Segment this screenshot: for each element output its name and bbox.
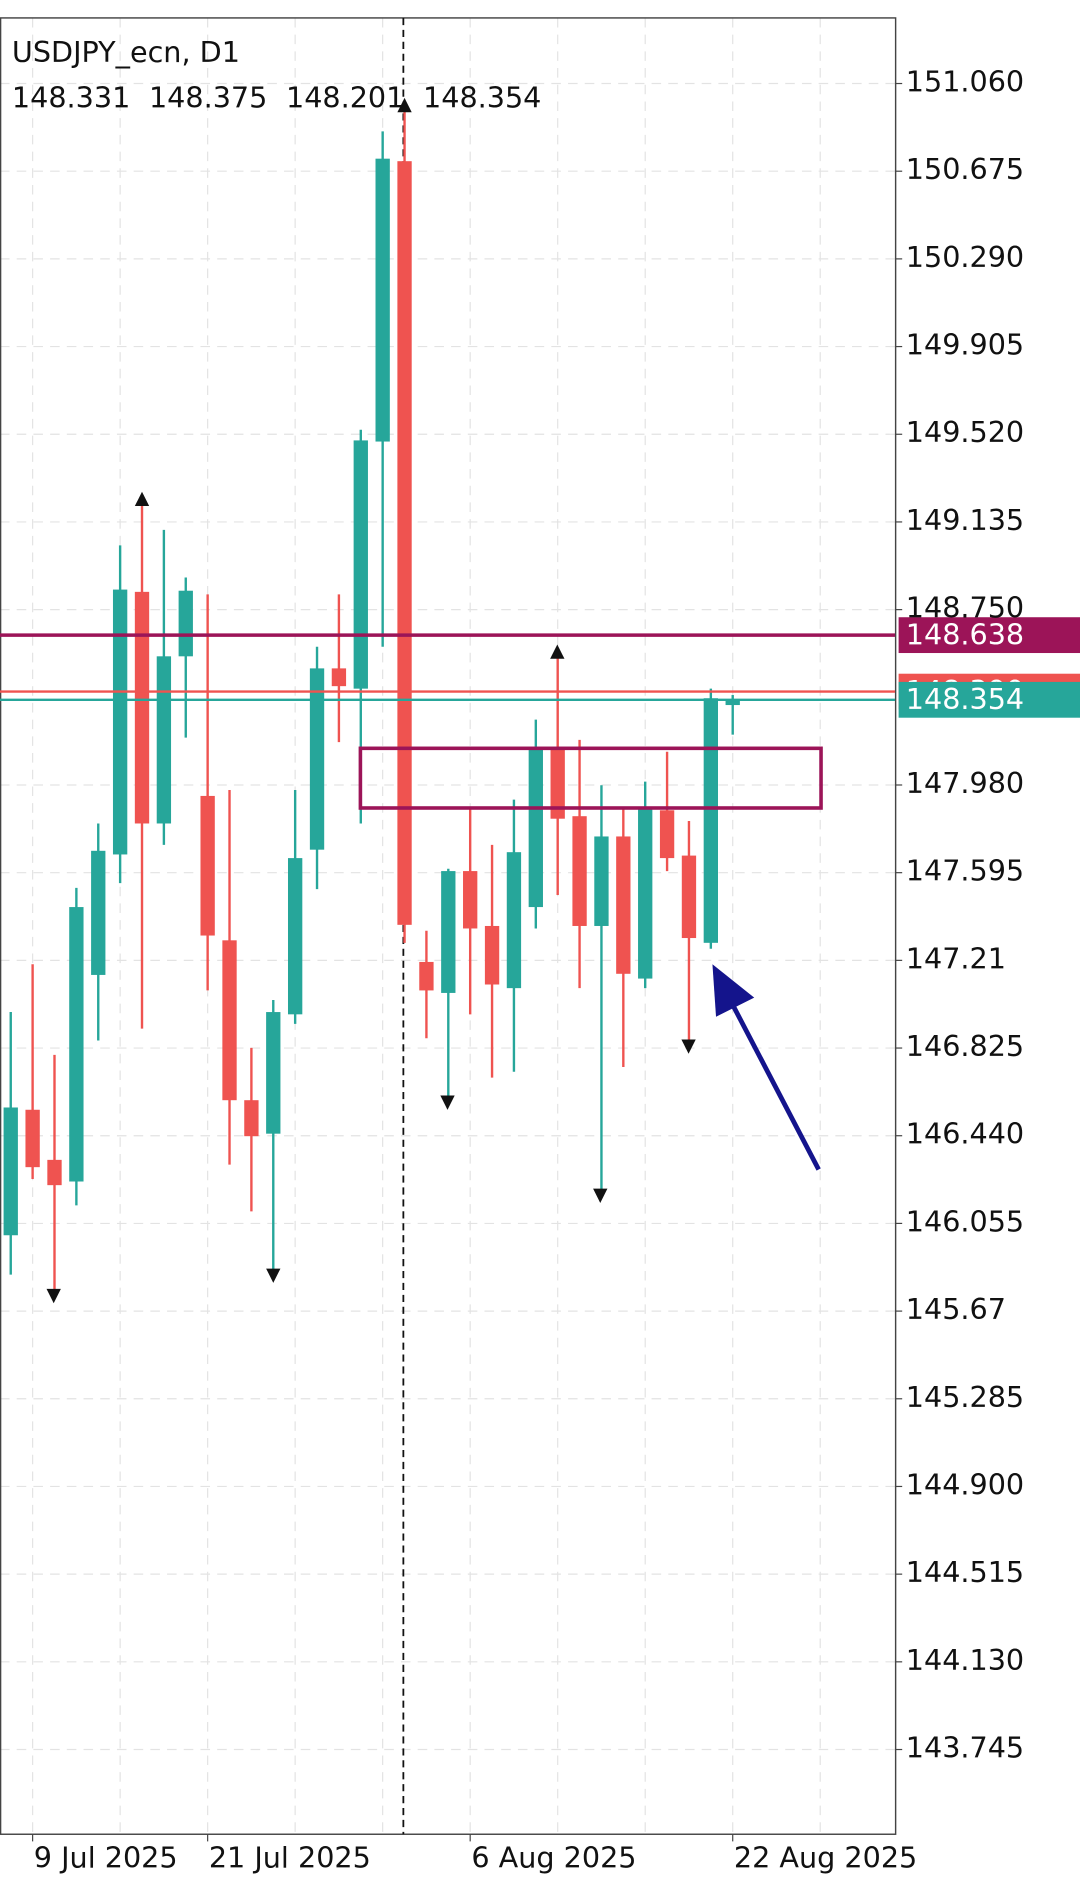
candle-body xyxy=(616,836,631,974)
fractal-up xyxy=(550,644,565,659)
candle-body xyxy=(375,158,390,442)
y-tick-label: 143.745 xyxy=(906,1731,1024,1765)
y-tick-label: 150.675 xyxy=(906,152,1024,186)
ohlc-header: 148.331 148.375 148.201 148.354 xyxy=(12,80,541,114)
price-label: 148.638 xyxy=(906,617,1024,651)
candle-body xyxy=(156,656,172,824)
candle-body xyxy=(681,855,697,939)
candle-body xyxy=(638,809,653,979)
y-tick-label: 144.900 xyxy=(906,1467,1024,1501)
price-label-box xyxy=(898,681,1080,718)
candle-body xyxy=(484,925,500,985)
y-tick-label: 150.290 xyxy=(906,240,1024,274)
y-tick-label: 147.595 xyxy=(906,854,1024,888)
candle-body xyxy=(69,907,84,1182)
y-tick-label: 148.750 xyxy=(906,591,1024,625)
candle-body xyxy=(463,871,478,929)
fractal-down xyxy=(440,1095,455,1110)
candle-body xyxy=(112,589,128,855)
candle-body xyxy=(506,852,522,989)
candle-body xyxy=(134,591,150,824)
candle-body xyxy=(725,699,740,706)
ohlc-low: 148.201 xyxy=(286,80,404,114)
ohlc-close: 148.354 xyxy=(423,80,541,114)
ohlc-open: 148.331 xyxy=(12,80,130,114)
fractals xyxy=(46,97,696,1304)
x-tick-label: 6 Aug 2025 xyxy=(471,1840,636,1874)
price-label-box xyxy=(898,617,1080,654)
fractal-down xyxy=(266,1268,281,1283)
x-tick-label: 22 Aug 2025 xyxy=(734,1840,917,1874)
candle-body xyxy=(550,749,565,819)
y-tick-label: 144.515 xyxy=(906,1555,1024,1589)
x-tick-label: 21 Jul 2025 xyxy=(209,1840,371,1874)
candle-body xyxy=(3,1107,18,1236)
y-tick-label: 149.520 xyxy=(906,415,1024,449)
candle-body xyxy=(287,858,303,1015)
arrow-head xyxy=(712,964,755,1017)
plot-frame xyxy=(0,17,897,1835)
y-tick-label: 149.905 xyxy=(906,328,1024,362)
candle-body xyxy=(331,668,347,687)
candle-body xyxy=(244,1100,259,1137)
candle-body xyxy=(25,1109,40,1168)
x-tick-label: 9 Jul 2025 xyxy=(34,1840,178,1874)
y-tick-label: 146.055 xyxy=(906,1204,1024,1238)
candle-body xyxy=(397,161,412,925)
candle-body xyxy=(222,940,237,1101)
candles xyxy=(3,104,740,1295)
candle-body xyxy=(91,850,106,975)
candle-body xyxy=(528,749,543,908)
candle-body xyxy=(200,795,215,936)
candle-body xyxy=(572,816,587,926)
candle-body xyxy=(703,698,718,943)
price-label: 148.354 xyxy=(906,682,1024,716)
candle-body xyxy=(441,871,456,993)
fractal-down xyxy=(593,1188,608,1203)
candle-body xyxy=(353,440,368,689)
y-tick-label: 149.135 xyxy=(906,503,1024,537)
fractal-down xyxy=(46,1288,61,1304)
fractal-up xyxy=(397,97,412,113)
candle-body xyxy=(266,1012,281,1134)
candle-body xyxy=(178,590,193,657)
y-tick-label: 147.21 xyxy=(906,941,1006,975)
y-tick-label: 147.980 xyxy=(906,766,1024,800)
candle-body xyxy=(47,1159,62,1186)
arrow-shaft xyxy=(730,1003,821,1171)
candle-body xyxy=(659,810,675,859)
ohlc-high: 148.375 xyxy=(149,80,267,114)
zone xyxy=(358,746,823,810)
y-tick-label: 145.285 xyxy=(906,1380,1024,1414)
fractal-up xyxy=(134,491,150,507)
candle-body xyxy=(594,836,609,926)
y-tick-label: 144.130 xyxy=(906,1643,1024,1677)
candle-body xyxy=(419,961,434,991)
candle-body xyxy=(309,668,325,850)
chart-title: USDJPY_ecn, D1 xyxy=(12,35,240,69)
fractal-down xyxy=(681,1039,696,1054)
y-tick-label: 145.67 xyxy=(906,1292,1006,1326)
y-tick-label: 146.825 xyxy=(906,1029,1024,1063)
annotation-arrow xyxy=(712,964,821,1171)
y-tick-label: 151.060 xyxy=(906,65,1024,99)
y-tick-label: 146.440 xyxy=(906,1117,1024,1151)
